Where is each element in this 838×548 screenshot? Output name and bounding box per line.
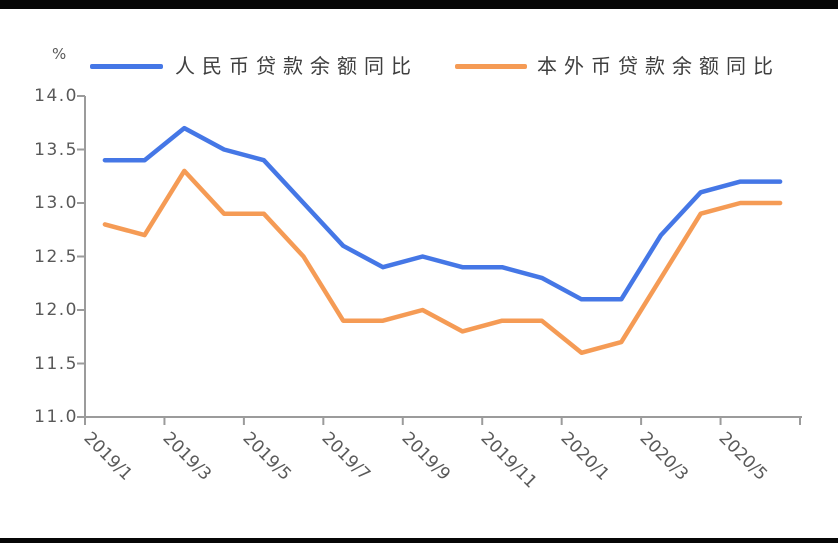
rmb-loan-series-swatch [90,63,163,69]
y-axis-unit-label: % [52,45,67,63]
y-tick-label: 14.0 [34,86,78,106]
top-rule [0,0,838,9]
y-tick-label: 12.0 [34,300,78,320]
y-tick-label: 11.0 [34,407,78,427]
all-currency-loan-series-swatch [455,63,527,69]
rmb-loan-yoy-line [102,125,783,302]
y-tick-label: 13.5 [34,139,78,160]
y-tick-label: 12.5 [34,246,78,267]
y-tick-label: 13.0 [34,193,78,213]
legend-item-rmb-loans: 人民币贷款余额同比 [90,52,418,80]
y-tick-label: 11.5 [34,353,78,374]
bottom-rule [0,538,838,543]
all-currency-loan-yoy-line [102,168,783,356]
rmb-loan-series-label: 人民币贷款余额同比 [175,54,418,78]
legend-item-all-currency-loans: 本外币贷款余额同比 [455,52,780,80]
all-currency-loan-series-label: 本外币贷款余额同比 [537,54,780,78]
